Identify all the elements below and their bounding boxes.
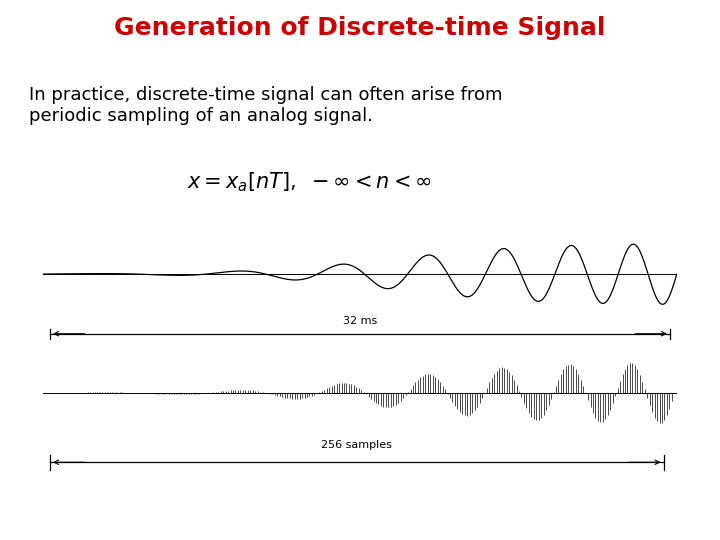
Text: In practice, discrete-time signal can often arise from
periodic sampling of an a: In practice, discrete-time signal can of… bbox=[29, 86, 503, 125]
Text: Generation of Discrete-time Signal: Generation of Discrete-time Signal bbox=[114, 16, 606, 40]
Text: 256 samples: 256 samples bbox=[321, 440, 392, 450]
Text: 32 ms: 32 ms bbox=[343, 315, 377, 326]
Text: $x = x_a[nT],\ -\infty < n < \infty$: $x = x_a[nT],\ -\infty < n < \infty$ bbox=[187, 170, 432, 194]
